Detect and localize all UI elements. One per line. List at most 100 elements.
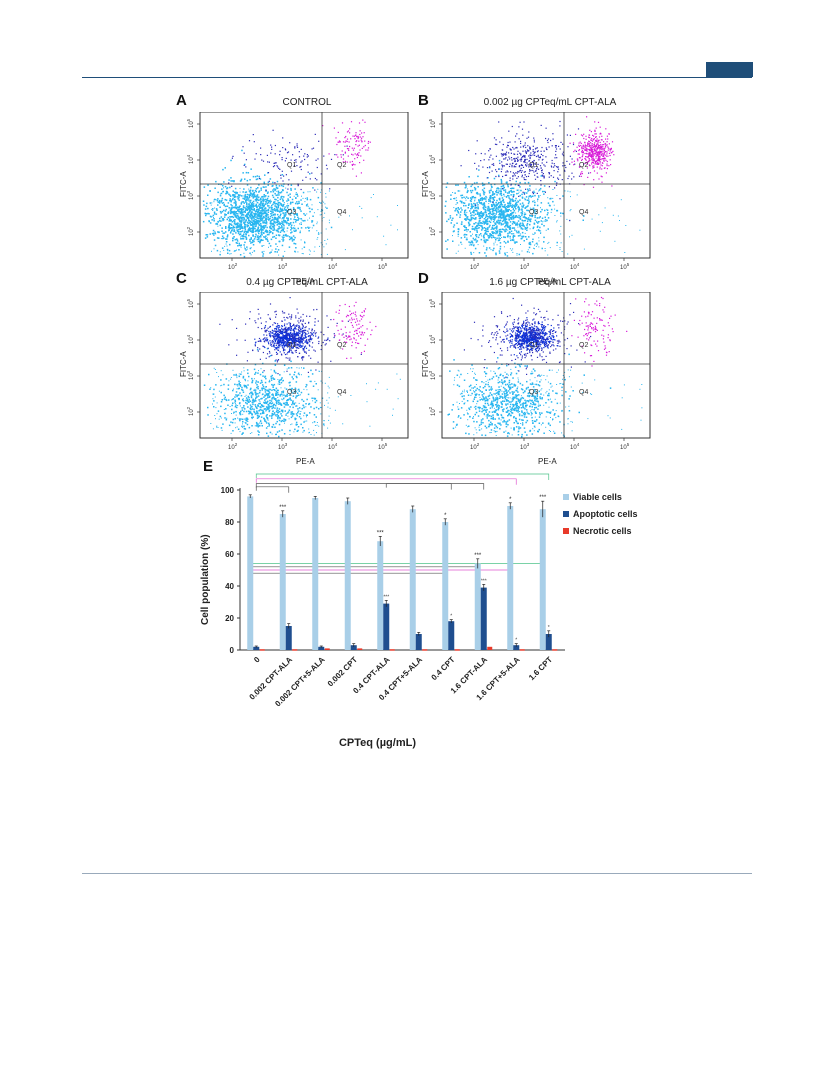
scatter-points [447, 296, 643, 438]
quadrant-label: Q1 [529, 162, 538, 169]
y-tick-label: 0 [230, 646, 235, 655]
quadrant-label: Q4 [579, 209, 588, 216]
bar-necrotic-cells [357, 648, 363, 650]
bar-apoptotic-cells [383, 603, 390, 650]
significance-label: * [548, 625, 550, 631]
bar-apoptotic-cells [350, 645, 357, 650]
y-tick-label: 103 [186, 370, 195, 380]
significance-label: *** [481, 578, 487, 584]
x-tick-label: 103 [278, 262, 288, 271]
bar-apoptotic-cells [415, 634, 422, 650]
quadrant-label: Q3 [287, 209, 296, 216]
bar-necrotic-cells [519, 649, 525, 651]
bar-necrotic-cells [422, 649, 428, 651]
quadrant-label: Q4 [579, 389, 588, 396]
x-tick-label: 103 [520, 442, 530, 451]
quadrant-label: Q2 [579, 162, 588, 169]
y-tick-label: 20 [225, 614, 234, 623]
bar-viable-cells [344, 501, 351, 650]
y-tick-label: 103 [428, 190, 437, 200]
x-tick-label: 104 [570, 442, 580, 451]
x-tick-label: 105 [620, 442, 630, 451]
quadrant-label: Q4 [337, 209, 346, 216]
y-tick-label: 102 [186, 406, 195, 416]
significance-bracket [385, 483, 485, 490]
x-tick-label: 104 [328, 262, 338, 271]
x-tick-label: 105 [378, 442, 388, 451]
bar-apoptotic-cells [480, 587, 487, 650]
panel-letter-e: E [203, 458, 214, 475]
x-tick-label: 105 [620, 262, 630, 271]
significance-bracket [255, 478, 517, 485]
panel-title: CONTROL [282, 97, 332, 108]
quadrant-label: Q3 [529, 209, 538, 216]
y-axis-label: FITC-A [421, 351, 430, 377]
x-tick-label: 104 [570, 262, 580, 271]
x-category-label: 0.4 CPT [430, 655, 457, 682]
bar-viable-cells [507, 506, 514, 650]
bar-necrotic-cells [552, 649, 558, 651]
scatter-points [444, 116, 641, 257]
y-tick-label: 104 [428, 334, 437, 344]
quadrant-label: Q1 [287, 342, 296, 349]
bar-viable-cells [409, 509, 416, 650]
x-axis-label: PE-A [538, 457, 557, 466]
y-tick-label: 60 [225, 550, 234, 559]
quadrant-label: Q3 [529, 389, 538, 396]
quadrant-label: Q2 [337, 162, 346, 169]
panel-title: 1.6 µg CPTeq/mL CPT-ALA [489, 277, 611, 288]
significance-label: *** [279, 505, 287, 511]
bar-viable-cells [312, 498, 319, 650]
y-tick-label: 103 [428, 370, 437, 380]
legend-label: Necrotic cells [573, 526, 632, 536]
panel-title: 0.4 µg CPTeq/mL CPT-ALA [246, 277, 368, 288]
bar-necrotic-cells [324, 648, 330, 650]
quadrant-label: Q1 [287, 162, 296, 169]
significance-label: * [509, 497, 512, 503]
quadrant-label: Q2 [579, 342, 588, 349]
bar-necrotic-cells [454, 649, 460, 651]
x-tick-label: 103 [520, 262, 530, 271]
x-axis-label: PE-A [296, 457, 315, 466]
header-block [706, 62, 753, 77]
flow-plot-b: Q1 Q2 Q3 Q4 102 103 104 105 102 103 104 105 PE-A FITC… [421, 112, 651, 286]
panel-letter-d: D [418, 270, 429, 287]
x-axis-label: CPTeq (µg/mL) [339, 737, 416, 749]
y-tick-label: 102 [186, 226, 195, 236]
bar-apoptotic-cells [448, 621, 455, 650]
x-category-label: 1.6 CPT [527, 655, 554, 682]
panel-letter-a: A [176, 92, 187, 109]
significance-label: *** [383, 594, 389, 600]
x-tick-label: 104 [328, 442, 338, 451]
significance-bracket [255, 483, 452, 490]
significance-label: *** [539, 495, 547, 501]
x-tick-label: 102 [470, 442, 480, 451]
legend-swatch [563, 494, 569, 500]
y-tick-label: 40 [225, 582, 234, 591]
bar-apoptotic-cells [285, 626, 292, 650]
significance-label: *** [377, 530, 385, 536]
significance-label: * [450, 614, 452, 620]
y-tick-label: 100 [221, 486, 235, 495]
flow-plot-c: Q1 Q2 Q3 Q4 102 103 104 105 102 103 104 105 PE-A FITC… [179, 292, 409, 466]
bar-apoptotic-cells [318, 646, 325, 650]
bar-viable-cells [539, 509, 546, 650]
scatter-points [202, 119, 398, 258]
x-axis-label: PE-A [538, 277, 557, 286]
y-axis-label: FITC-A [179, 351, 188, 377]
bar-apoptotic-cells [545, 634, 552, 650]
bar-necrotic-cells [259, 649, 265, 651]
y-tick-label: 105 [428, 298, 437, 308]
bar-viable-cells [474, 563, 481, 650]
bar-apoptotic-cells [253, 646, 260, 650]
panel-letter-b: B [418, 92, 429, 109]
bar-viable-cells [247, 496, 254, 650]
y-axis-label: FITC-A [179, 171, 188, 197]
legend-label: Viable cells [573, 492, 622, 502]
footer-rule [82, 873, 752, 874]
legend-swatch [563, 528, 569, 534]
x-tick-label: 102 [228, 262, 238, 271]
y-tick-label: 104 [186, 154, 195, 164]
x-tick-label: 103 [278, 442, 288, 451]
